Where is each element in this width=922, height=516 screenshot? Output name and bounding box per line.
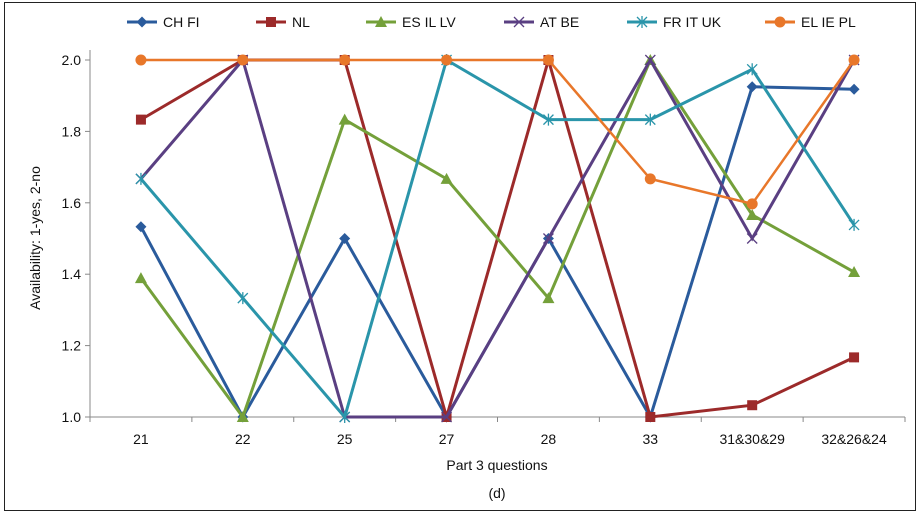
x-tick-label: 32&26&24 [821,431,887,447]
x-axis-label: Part 3 questions [446,457,547,473]
circle-marker [339,54,351,66]
legend-label: NL [292,14,310,30]
triangle-marker [338,113,351,125]
circle-marker [848,54,860,66]
x-marker [746,233,758,244]
x-marker [542,233,554,244]
x-tick-label: 31&30&29 [719,431,785,447]
diamond-marker [746,81,758,93]
series-ch-fi [135,81,860,423]
legend-label: EL IE PL [801,14,856,30]
square-marker [849,352,860,363]
square-marker [747,400,758,411]
square-marker [266,17,276,27]
x-tick-label: 25 [337,431,353,447]
y-axis-label: Availability: 1-yes, 2-no [27,166,43,310]
circle-marker [644,173,656,185]
diamond-marker [339,233,351,244]
series-line [139,57,856,421]
legend-item: AT BE [504,14,579,30]
legend-item: NL [256,14,310,30]
series-line [139,56,855,421]
y-tick-label: 1.6 [62,195,82,211]
legend-label: ES IL LV [402,14,456,30]
asterisk-marker [542,113,554,126]
x-tick-label: 33 [643,431,659,447]
circle-marker [774,16,786,28]
x-tick-label: 28 [541,431,557,447]
series-line [139,85,855,421]
asterisk-marker [848,218,860,231]
diamond-marker [848,83,860,95]
triangle-marker [848,266,861,278]
circle-marker [542,54,554,66]
series-el-ie-pl [135,54,860,210]
series-line [139,56,856,419]
legend-label: FR IT UK [663,14,722,30]
legend-item: EL IE PL [765,14,856,30]
circle-marker [237,54,249,66]
x-tick-label: 22 [235,431,251,447]
triangle-marker [542,292,555,304]
diamond-marker [136,16,148,28]
legend-label: CH FI [163,14,200,30]
y-tick-label: 1.4 [62,266,82,282]
asterisk-marker [636,16,648,28]
triangle-marker [440,172,453,184]
series-line [140,58,856,206]
asterisk-marker [644,113,656,126]
diamond-marker [135,221,147,233]
legend-item: FR IT UK [627,14,722,30]
triangle-marker [134,272,147,284]
asterisk-marker [135,172,147,185]
x-tick-label: 21 [133,431,149,447]
triangle-marker [236,411,249,422]
x-tick-label: 27 [439,431,455,447]
circle-marker [135,54,147,66]
circle-marker [746,198,758,210]
x-marker [513,16,525,28]
square-marker [135,114,146,125]
asterisk-marker [237,292,249,305]
x-marker [441,411,453,423]
triangle-marker [746,208,759,220]
chart-frame [4,2,916,511]
circle-marker [441,54,453,66]
asterisk-marker [339,411,351,423]
chart-caption: (d) [488,485,505,501]
asterisk-marker [746,63,758,76]
x-marker [644,54,656,66]
triangle-marker [375,16,387,27]
y-tick-label: 1.0 [62,409,82,425]
legend-item: CH FI [127,14,200,30]
legend-item: ES IL LV [366,14,456,30]
y-tick-label: 1.8 [62,123,82,139]
legend-label: AT BE [540,14,579,30]
y-tick-label: 1.2 [62,338,82,354]
square-marker [645,412,656,422]
y-tick-label: 2.0 [62,52,82,68]
